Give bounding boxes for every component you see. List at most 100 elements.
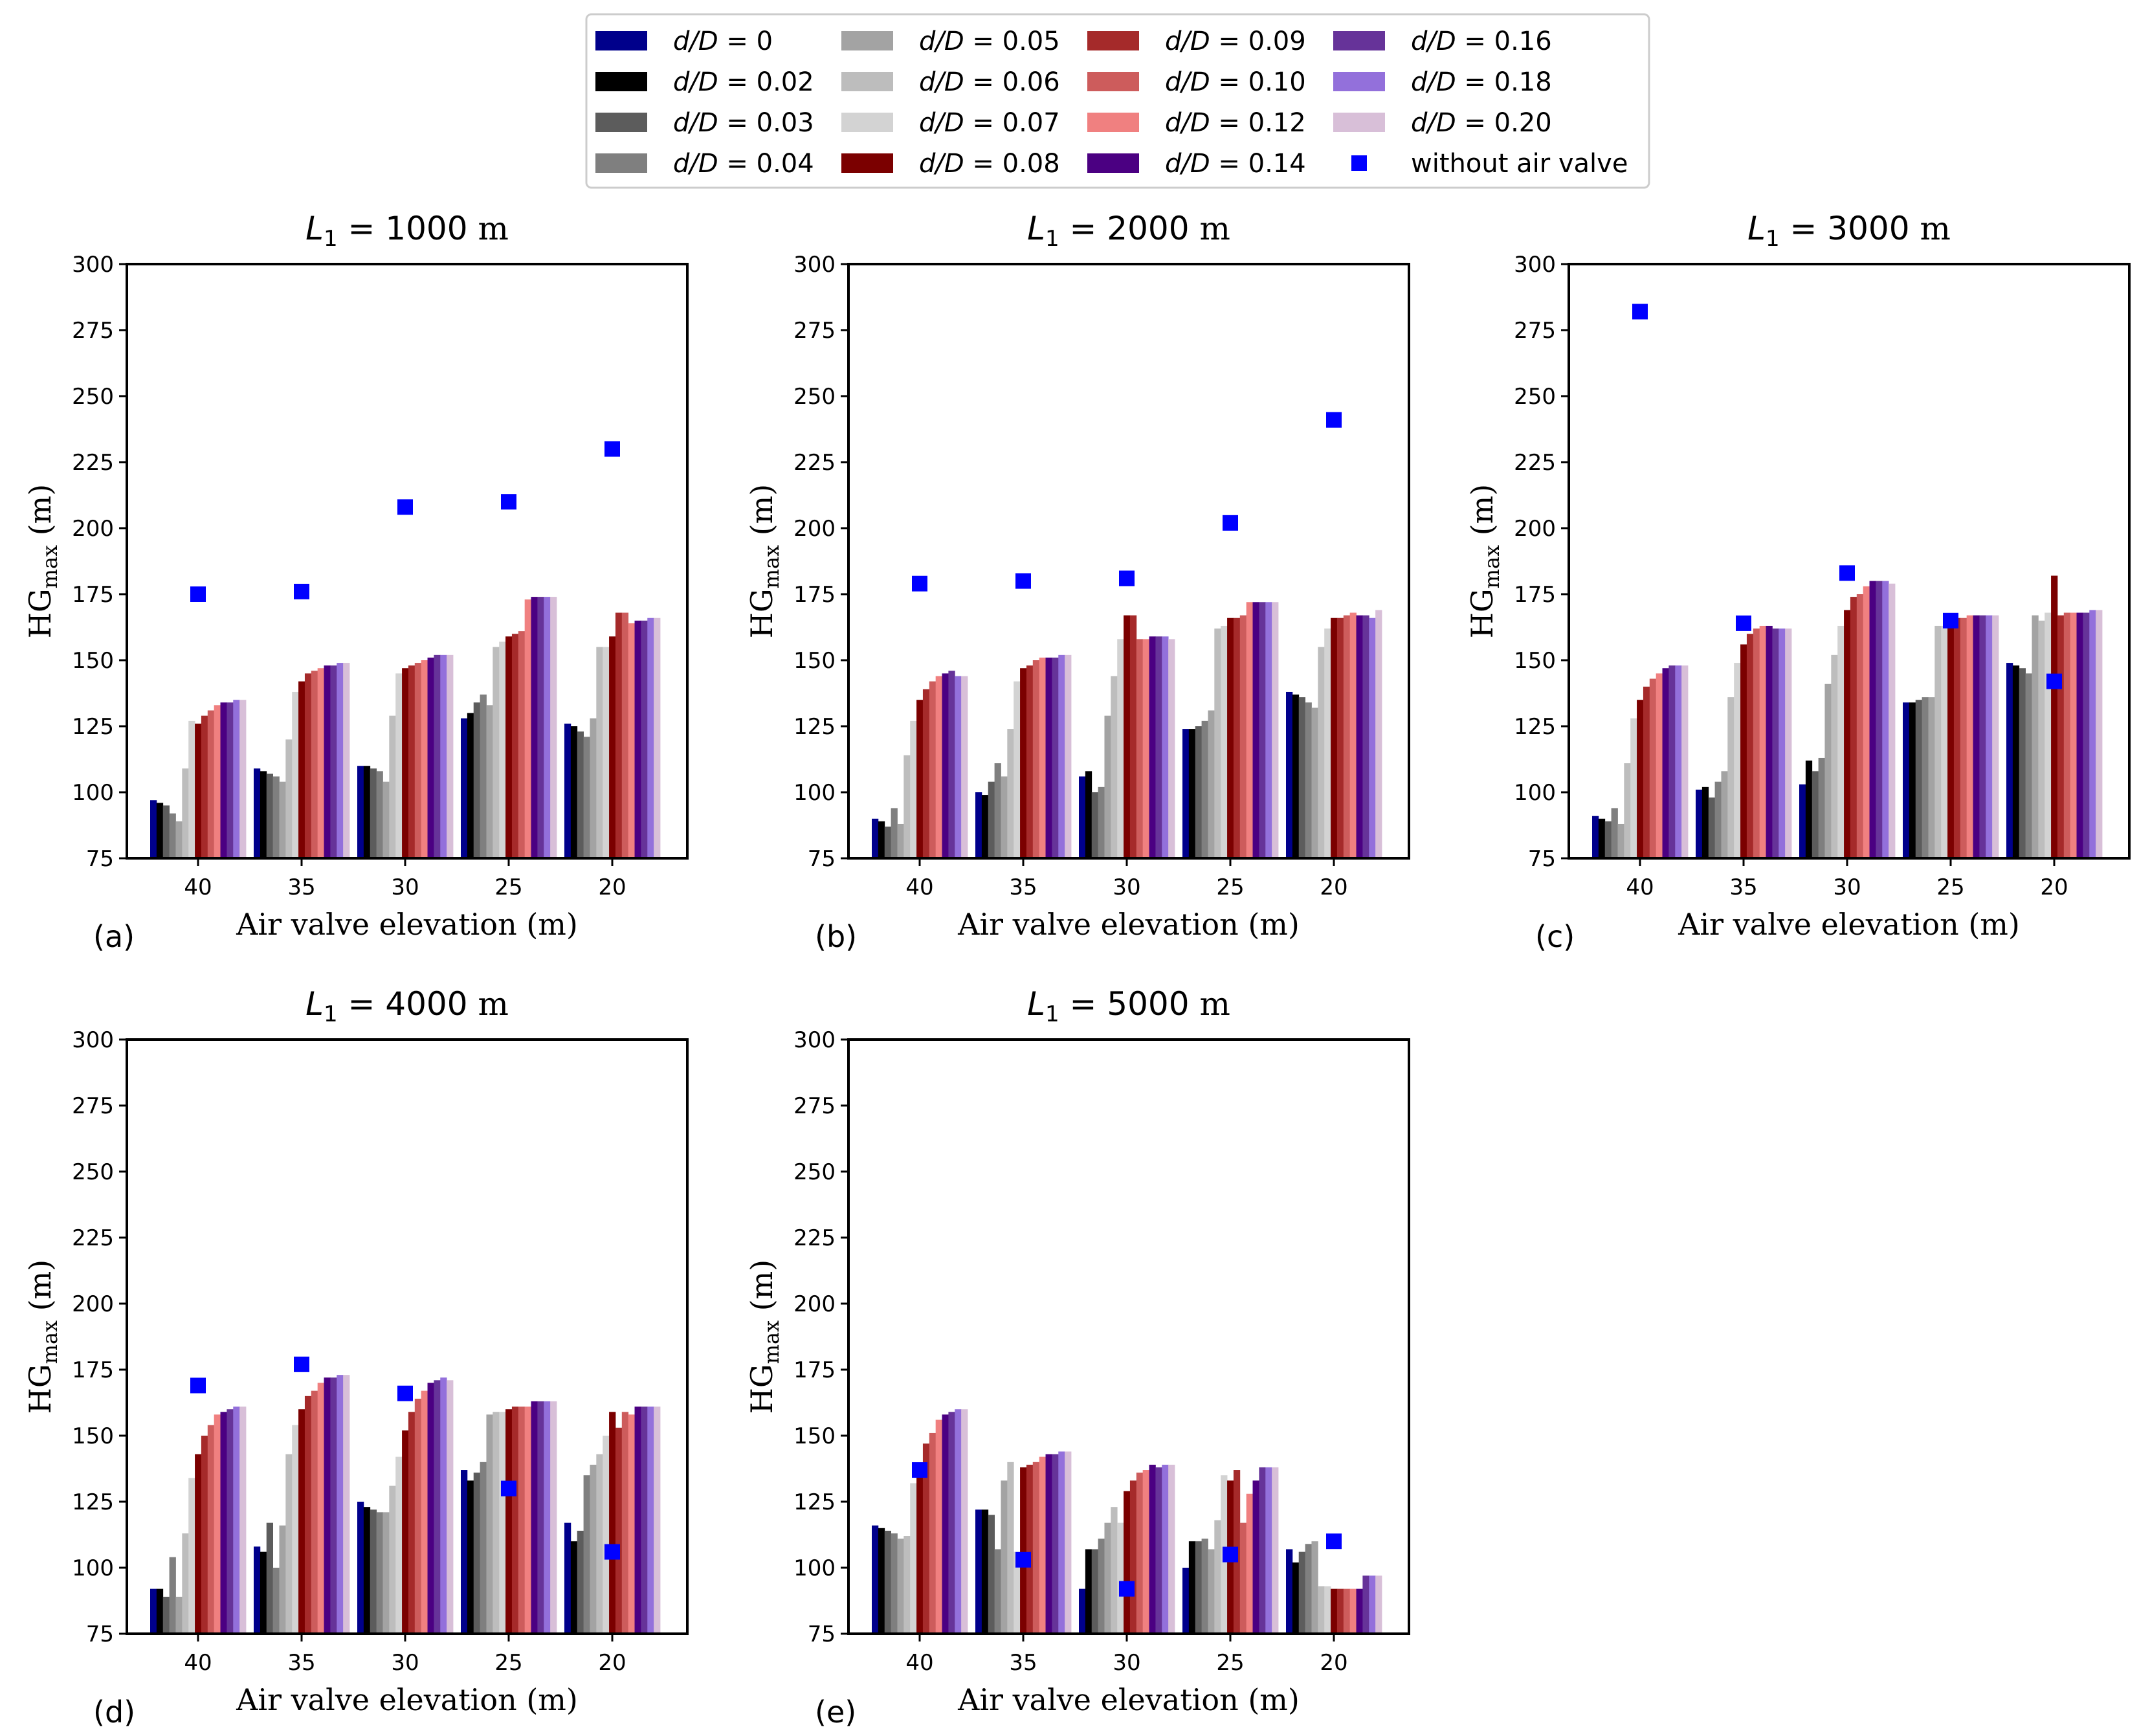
bar-35-dD-0.06 bbox=[285, 1454, 293, 1634]
bar-30-dD-0.06 bbox=[1831, 654, 1838, 858]
bar-20-dD-0.18 bbox=[647, 618, 654, 858]
bar-25-dD-0.07 bbox=[1941, 625, 1948, 858]
bar-40-dD-0.04 bbox=[169, 1557, 176, 1634]
bar-40-dD-0.06 bbox=[903, 755, 911, 858]
bar-20-dD-0.12 bbox=[2070, 612, 2077, 858]
y-axis-label: HGmax (m) bbox=[23, 1260, 62, 1414]
bar-20-dD-0.08 bbox=[1331, 618, 1338, 858]
bar-30-dD-0.04 bbox=[1098, 786, 1105, 858]
bar-35-dD-0.14 bbox=[324, 1377, 331, 1634]
bar-40-dD-0.12 bbox=[214, 705, 221, 858]
x-axis-label: Air valve elevation (m) bbox=[957, 1682, 1300, 1717]
bar-40-dD-0.08 bbox=[195, 1454, 202, 1634]
bar-40-dD-0.09 bbox=[201, 1436, 208, 1634]
bar-25-dD-0.04 bbox=[1201, 720, 1208, 858]
bar-35-dD-0.04 bbox=[994, 763, 1001, 858]
bar-20-dD-0.20 bbox=[1375, 610, 1382, 858]
bar-30-dD-0.02 bbox=[1805, 761, 1813, 858]
bar-35-dD-0.20 bbox=[1065, 1451, 1072, 1634]
bar-20-dD-0.16 bbox=[1362, 615, 1369, 858]
bar-20-dD-0.14 bbox=[1356, 1588, 1363, 1634]
bar-40-dD-0.14 bbox=[942, 1414, 949, 1634]
bar-20-dD-0.03 bbox=[577, 1530, 584, 1634]
bar-20-dD-0.12 bbox=[628, 623, 635, 858]
y-tick-label: 250 bbox=[793, 384, 836, 410]
bar-25-dD-0.06 bbox=[1214, 629, 1221, 858]
bar-35-dD-0.07 bbox=[292, 691, 299, 858]
legend-swatch bbox=[841, 113, 893, 132]
bar-25-dD-0.02 bbox=[1909, 702, 1916, 858]
bar-20-dD-0.12 bbox=[1349, 612, 1357, 858]
no-valve-marker-20 bbox=[604, 441, 620, 457]
bar-30-dD-0.14 bbox=[1869, 581, 1876, 858]
bar-20-dD-0.20 bbox=[1375, 1575, 1382, 1634]
bar-35-dD-0.06 bbox=[1727, 697, 1734, 858]
panel-4: 75 100 125 150 175 200 225 250 275 300 40 35 30 25 20 A… bbox=[23, 985, 689, 1730]
bar-40-dD-0.07 bbox=[188, 1478, 195, 1634]
y-tick-label: 175 bbox=[72, 582, 114, 608]
y-tick-label: 200 bbox=[72, 516, 114, 542]
axes-frame bbox=[847, 1038, 1410, 1635]
x-axis-label: Air valve elevation (m) bbox=[1678, 907, 2020, 942]
bar-35-dD-0.02 bbox=[260, 1552, 267, 1634]
bar-40-dD-0.20 bbox=[239, 1407, 247, 1634]
bar-30-dD-0.20 bbox=[1889, 583, 1896, 858]
bar-25-dD-0.08 bbox=[505, 636, 513, 858]
bar-25-dD-0.03 bbox=[1195, 1541, 1202, 1634]
bar-30-dD-0.18 bbox=[440, 654, 447, 858]
x-tick-label: 35 bbox=[1009, 874, 1037, 900]
x-tick-label: 20 bbox=[2040, 874, 2068, 900]
bar-25-dD-0.18 bbox=[544, 1401, 551, 1634]
bar-30-dD-0.07 bbox=[1837, 625, 1845, 858]
legend-swatch bbox=[1087, 31, 1139, 50]
bar-40-dD-0.12 bbox=[214, 1414, 221, 1634]
bar-30-dD-0.09 bbox=[1129, 615, 1137, 858]
bar-20-dD-0.04 bbox=[583, 737, 590, 858]
x-tick-label: 30 bbox=[391, 1650, 419, 1676]
bar-25-dD-0 bbox=[461, 1470, 468, 1634]
x-axis-label: Air valve elevation (m) bbox=[957, 907, 1300, 942]
bar-30-dD-0.07 bbox=[1117, 1522, 1124, 1634]
bar-35-dD-0.07 bbox=[292, 1425, 299, 1634]
bar-20-dD-0.04 bbox=[583, 1475, 590, 1634]
bar-25-dD-0.05 bbox=[486, 705, 493, 858]
y-tick-label: 225 bbox=[1514, 450, 1556, 476]
bar-40-dD-0.07 bbox=[1630, 718, 1637, 858]
bar-40-dD-0.03 bbox=[162, 805, 170, 858]
bar-30-dD-0.08 bbox=[402, 1430, 409, 1634]
bar-35-dD-0.10 bbox=[1032, 660, 1040, 858]
y-tick-label: 225 bbox=[793, 1225, 836, 1251]
bar-35-dD-0.09 bbox=[1026, 1464, 1034, 1634]
y-tick-label: 125 bbox=[793, 1489, 836, 1515]
bar-35-dD-0.20 bbox=[1065, 654, 1072, 858]
bar-30-dD-0.08 bbox=[1844, 610, 1851, 858]
bar-20-dD-0.06 bbox=[596, 1454, 603, 1634]
y-axis-label: HGmax (m) bbox=[23, 484, 62, 638]
no-valve-marker-40 bbox=[190, 586, 206, 602]
bar-25-dD-0.08 bbox=[505, 1409, 513, 1634]
bar-20-dD-0.16 bbox=[2083, 612, 2090, 858]
bar-40-dD-0.10 bbox=[1649, 678, 1657, 858]
bar-35-dD-0.06 bbox=[285, 739, 293, 858]
legend-label: d/D = 0.03 bbox=[673, 108, 814, 138]
bar-40-dD-0.14 bbox=[942, 673, 949, 858]
panel-title: L1 = 3000 m bbox=[1747, 210, 1951, 252]
bar-35-dD-0.12 bbox=[317, 1383, 324, 1634]
bar-40-dD-0.10 bbox=[207, 1425, 215, 1634]
bar-25-dD-0.04 bbox=[480, 1462, 487, 1634]
legend-label: without air valve bbox=[1411, 149, 1628, 179]
bar-35-dD-0.03 bbox=[266, 1522, 273, 1634]
bar-35-dD-0.02 bbox=[981, 1509, 989, 1634]
bar-30-dD-0.10 bbox=[1136, 1473, 1144, 1634]
bar-35-dD-0.03 bbox=[988, 781, 995, 858]
bar-20-dD-0.09 bbox=[1336, 618, 1344, 858]
bar-30-dD-0.07 bbox=[1117, 639, 1124, 858]
bar-30-dD-0.07 bbox=[395, 1456, 403, 1634]
bar-35-dD-0.04 bbox=[272, 1568, 280, 1634]
bar-30-dD-0.18 bbox=[1162, 1464, 1169, 1634]
bar-25-dD-0.08 bbox=[1947, 623, 1955, 858]
bar-25-dD-0.04 bbox=[1201, 1539, 1208, 1634]
bar-30-dD-0.08 bbox=[402, 668, 409, 858]
bar-25-dD-0.18 bbox=[1265, 602, 1272, 858]
bar-30-dD-0.18 bbox=[1882, 581, 1889, 858]
